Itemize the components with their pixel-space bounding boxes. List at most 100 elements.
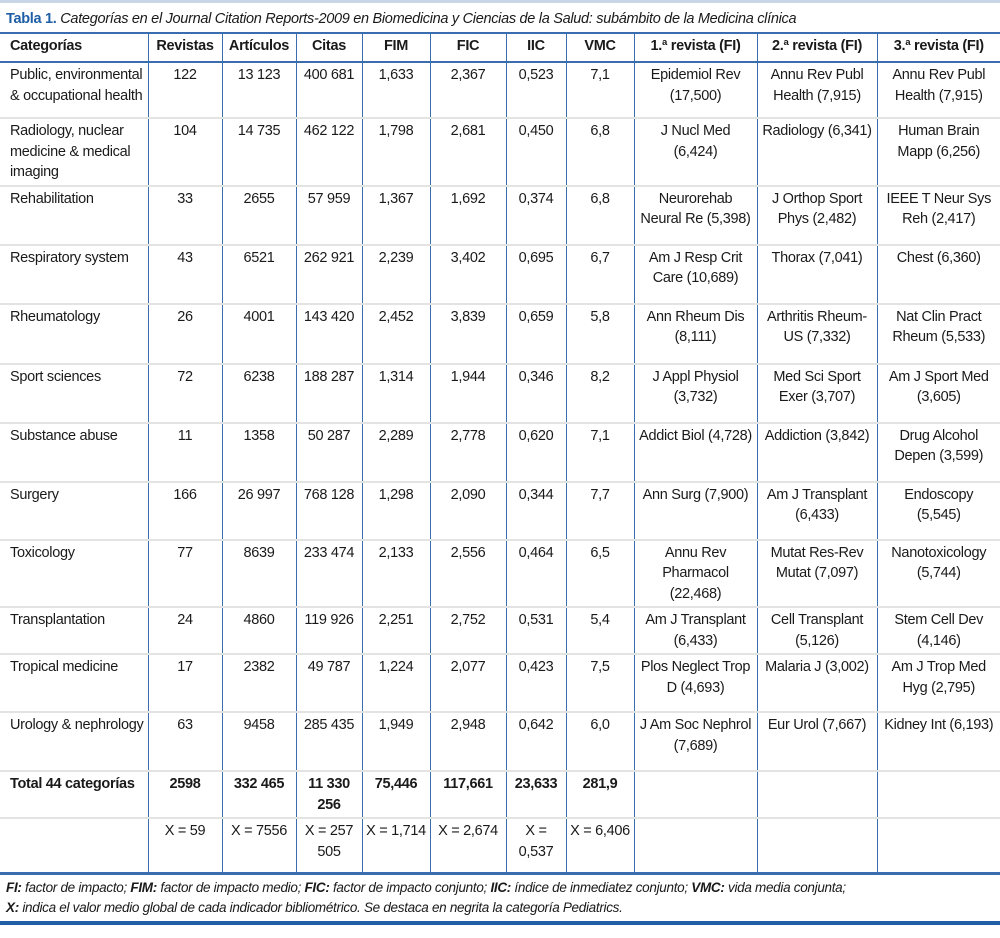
value-cell: Kidney Int (6,193) (876, 712, 1000, 771)
value-cell: 9458 (221, 712, 296, 771)
total-row: Total 44 categorías 2598 332 465 11 330 256… (0, 771, 1000, 818)
value-cell: Drug Alcohol Depen (3,599) (876, 422, 1000, 482)
value-cell: 7,5 (565, 654, 634, 712)
abbreviation-definition: factor de impacto conjunto; (329, 879, 491, 895)
value-cell: 3,402 (429, 244, 506, 304)
column-header: VMC (565, 33, 634, 62)
value-cell (633, 818, 757, 873)
category-cell: Rehabilitation (10, 190, 94, 207)
value-cell: 24 (147, 607, 222, 654)
value-cell: Human Brain Mapp (6,256) (876, 118, 1000, 186)
value-cell: 0,344 (505, 481, 566, 540)
table-row: Sport sciences 72 6238 188 287 1,314 1,944 0,3… (0, 363, 1000, 423)
abbreviation: IIC: (490, 879, 511, 895)
value-cell: 119 926 (295, 607, 362, 654)
column-header: Categorías (10, 38, 82, 54)
abbreviation: VMC: (691, 879, 725, 895)
table-row: Tropical medicine 17 2382 49 787 1,224 2,077 0… (0, 654, 1000, 712)
value-cell: X = 0,537 (505, 818, 566, 873)
abbreviation-definition: vida media conjunta; (724, 879, 846, 895)
category-cell: Public, environmental & occupational hea… (10, 67, 143, 104)
value-cell: IEEE T Neur Sys Reh (2,417) (876, 185, 1000, 245)
value-cell: 2598 (147, 771, 222, 818)
value-cell: 104 (147, 118, 222, 186)
value-cell: 6,8 (565, 185, 634, 245)
value-cell: Eur Urol (7,667) (756, 712, 877, 771)
abbreviation-definition: indica el valor medio global de cada ind… (18, 899, 623, 915)
value-cell: 2,948 (429, 712, 506, 771)
column-header: 3.ª revista (FI) (876, 33, 1000, 62)
value-cell: 0,531 (505, 607, 566, 654)
value-cell: 4001 (221, 303, 296, 364)
value-cell: Thorax (7,041) (756, 244, 877, 304)
value-cell: J Am Soc Nephrol (7,689) (633, 712, 757, 771)
value-cell: 1,949 (361, 712, 430, 771)
value-cell: 2,452 (361, 303, 430, 364)
value-cell: Neurorehab Neural Re (5,398) (633, 185, 757, 245)
table-row: Respiratory system 43 6521 262 921 2,239 3,40… (0, 244, 1000, 304)
value-cell: 2,752 (429, 607, 506, 654)
value-cell: Radiology (6,341) (756, 118, 877, 186)
value-cell: 7,1 (565, 62, 634, 118)
journal-categories-table: Categorías Revistas Artículos Citas FIM FIC II… (0, 32, 1000, 875)
value-cell: 1,298 (361, 481, 430, 540)
value-cell: 33 (147, 185, 222, 245)
value-cell: 0,642 (505, 712, 566, 771)
value-cell: 43 (147, 244, 222, 304)
value-cell: 2,090 (429, 481, 506, 540)
value-cell: 281,9 (565, 771, 634, 818)
value-cell: Nat Clin Pract Rheum (5,533) (876, 303, 1000, 364)
value-cell: 0,659 (505, 303, 566, 364)
value-cell (633, 771, 757, 818)
value-cell: Med Sci Sport Exer (3,707) (756, 363, 877, 423)
table-title: Categorías en el Journal Citation Report… (60, 11, 797, 27)
value-cell: Stem Cell Dev (4,146) (876, 607, 1000, 654)
value-cell: Addict Biol (4,728) (633, 422, 757, 482)
category-cell: Urology & nephrology (10, 717, 144, 733)
table-row: Public, environmental & occupational hea… (0, 62, 1000, 118)
table-row: Urology & nephrology 63 9458 285 435 1,949 2,… (0, 712, 1000, 771)
value-cell: 3,839 (429, 303, 506, 364)
category-cell: Radiology, nuclear medicine & medical im… (10, 123, 131, 180)
header-row: Categorías Revistas Artículos Citas FIM FIC II… (0, 33, 1000, 62)
value-cell: X = 6,406 (565, 818, 634, 873)
table-row: Rehabilitation 33 2655 57 959 1,367 1,692 0,37… (0, 185, 1000, 245)
category-cell: Toxicology (10, 544, 75, 561)
value-cell: 0,374 (505, 185, 566, 245)
column-header: FIM (361, 33, 430, 62)
value-cell: Nanotoxicology (5,744) (876, 539, 1000, 607)
value-cell: J Appl Physiol (3,732) (633, 363, 757, 423)
value-cell: 14 735 (221, 118, 296, 186)
column-header: 2.ª revista (FI) (756, 33, 877, 62)
value-cell: 75,446 (361, 771, 430, 818)
table-label: Tabla 1. (6, 11, 57, 27)
abbreviation-definition: factor de impacto; (21, 879, 131, 895)
value-cell: 1,224 (361, 654, 430, 712)
value-cell: Ann Surg (7,900) (633, 481, 757, 540)
value-cell: 1,944 (429, 363, 506, 423)
value-cell: Addiction (3,842) (756, 422, 877, 482)
value-cell: 2,133 (361, 539, 430, 607)
category-cell (0, 818, 148, 873)
value-cell: 285 435 (295, 712, 362, 771)
value-cell: 17 (147, 654, 222, 712)
value-cell: 332 465 (221, 771, 296, 818)
abbreviation: X: (6, 899, 19, 915)
value-cell: Am J Sport Med (3,605) (876, 363, 1000, 423)
value-cell: 0,464 (505, 539, 566, 607)
value-cell: 7,7 (565, 481, 634, 540)
value-cell: 8,2 (565, 363, 634, 423)
value-cell: 49 787 (295, 654, 362, 712)
table-row: Toxicology 77 8639 233 474 2,133 2,556 0,464 6,… (0, 539, 1000, 607)
value-cell: 72 (147, 363, 222, 423)
value-cell: X = 2,674 (429, 818, 506, 873)
value-cell: 188 287 (295, 363, 362, 423)
value-cell: 13 123 (221, 62, 296, 118)
value-cell: 77 (147, 539, 222, 607)
value-cell: Am J Transplant (6,433) (633, 607, 757, 654)
value-cell: X = 7556 (221, 818, 296, 873)
abbreviation: FI: (6, 879, 22, 895)
value-cell: 117,661 (429, 771, 506, 818)
value-cell: Annu Rev Pharmacol (22,468) (633, 539, 757, 607)
value-cell: 8639 (221, 539, 296, 607)
